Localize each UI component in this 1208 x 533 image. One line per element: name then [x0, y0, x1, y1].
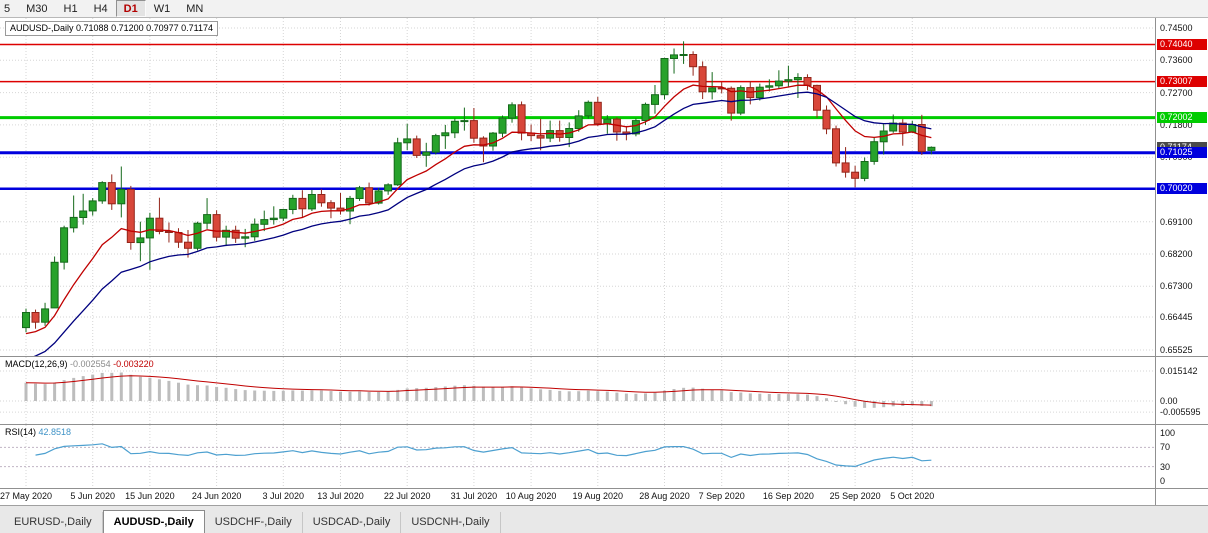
- macd-chart[interactable]: [0, 357, 1155, 424]
- level-price-badge: 0.70020: [1157, 183, 1207, 194]
- price-axis[interactable]: 0.745000.736000.727000.718000.709000.700…: [1155, 18, 1208, 356]
- price-chart-panel: AUDUSD-,Daily 0.71088 0.71200 0.70977 0.…: [0, 18, 1208, 356]
- chart-symbol-label: AUDUSD-,Daily: [10, 23, 74, 33]
- rsi-label: RSI(14) 42.8518: [5, 427, 71, 437]
- timeframe-w1[interactable]: W1: [153, 2, 171, 15]
- rsi-value: 42.8518: [38, 427, 72, 437]
- price-tick-label: 0.71800: [1160, 120, 1193, 130]
- timeframe-mn[interactable]: MN: [186, 2, 204, 15]
- timeframe-h4[interactable]: H4: [93, 2, 108, 15]
- macd-tick-label: 0.00: [1160, 396, 1178, 406]
- time-axis-label: 3 Jul 2020: [262, 491, 305, 501]
- time-axis-label: 28 Aug 2020: [639, 491, 690, 501]
- rsi-tick-label: 100: [1160, 428, 1176, 438]
- time-axis-label: 16 Sep 2020: [762, 491, 814, 501]
- price-tick-label: 0.68200: [1160, 249, 1193, 259]
- rsi-tick-label: 70: [1160, 442, 1171, 452]
- time-axis-label: 5 Oct 2020: [890, 491, 935, 501]
- time-axis[interactable]: 27 May 2020 5 Jun 2020 15 Jun 2020 24 Jun 2…: [0, 489, 1155, 505]
- time-axis-label: 10 Aug 2020: [505, 491, 557, 501]
- rsi-axis[interactable]: 100 70 30 0: [1155, 425, 1208, 488]
- candlestick-chart[interactable]: [0, 18, 1155, 356]
- tab-usdchf-daily[interactable]: USDCHF-,Daily: [205, 512, 303, 533]
- time-axis-label: 25 Sep 2020: [829, 491, 881, 501]
- timeframe-m15[interactable]: 5: [4, 2, 11, 15]
- level-price-badge: 0.74040: [1157, 39, 1207, 50]
- timeframe-h1[interactable]: H1: [63, 2, 78, 15]
- tab-usdcnh-daily[interactable]: USDCNH-,Daily: [401, 512, 501, 533]
- macd-axis[interactable]: 0.015142 0.00 -0.005595: [1155, 357, 1208, 424]
- rsi-tick-label: 0: [1160, 476, 1166, 486]
- macd-tick-label: -0.005595: [1160, 407, 1201, 417]
- price-tick-label: 0.73600: [1160, 55, 1193, 65]
- macd-signal-value: -0.003220: [113, 359, 154, 369]
- chart-ohlc-values: 0.71088 0.71200 0.70977 0.71174: [76, 23, 213, 33]
- rsi-name: RSI(14): [5, 427, 37, 437]
- price-tick-label: 0.67300: [1160, 281, 1193, 291]
- macd-main-value: -0.002554: [70, 359, 111, 369]
- level-price-badge: 0.72002: [1157, 112, 1207, 123]
- axis-corner: [1155, 489, 1208, 505]
- macd-label: MACD(12,26,9) -0.002554 -0.003220: [5, 359, 154, 369]
- chart-title: AUDUSD-,Daily 0.71088 0.71200 0.70977 0.…: [5, 21, 218, 36]
- price-tick-label: 0.65525: [1160, 345, 1193, 355]
- time-axis-label: 5 Jun 2020: [70, 491, 115, 501]
- rsi-chart[interactable]: [0, 425, 1155, 488]
- time-axis-label: 15 Jun 2020: [125, 491, 175, 501]
- macd-tick-label: 0.015142: [1160, 366, 1198, 376]
- symbol-tab-bar: EURUSD-,Daily AUDUSD-,Daily USDCHF-,Dail…: [0, 505, 1208, 533]
- tab-audusd-daily[interactable]: AUDUSD-,Daily: [102, 510, 205, 533]
- rsi-panel: RSI(14) 42.8518 100 70 30 0: [0, 424, 1208, 488]
- time-axis-label: 19 Aug 2020: [572, 491, 624, 501]
- timeframe-m30[interactable]: M30: [26, 2, 48, 15]
- macd-name: MACD(12,26,9): [5, 359, 68, 369]
- level-price-badge: 0.73007: [1157, 76, 1207, 87]
- macd-panel: MACD(12,26,9) -0.002554 -0.003220 0.0151…: [0, 356, 1208, 424]
- time-axis-label: 27 May 2020: [0, 491, 53, 501]
- time-axis-label: 7 Sep 2020: [698, 491, 745, 501]
- timeframe-d1[interactable]: D1: [115, 0, 146, 17]
- time-axis-label: 13 Jul 2020: [317, 491, 364, 501]
- level-price-badge: 0.71025: [1157, 147, 1207, 158]
- timeframe-toolbar: 5 M30 H1 H4 D1 W1 MN: [0, 0, 1208, 18]
- price-tick-label: 0.69100: [1160, 217, 1193, 227]
- tab-eurusd-daily[interactable]: EURUSD-,Daily: [4, 512, 103, 533]
- price-tick-label: 0.72700: [1160, 88, 1193, 98]
- time-axis-label: 24 Jun 2020: [191, 491, 242, 501]
- tab-usdcad-daily[interactable]: USDCAD-,Daily: [303, 512, 402, 533]
- time-axis-label: 31 Jul 2020: [450, 491, 498, 501]
- rsi-tick-label: 30: [1160, 462, 1171, 472]
- price-tick-label: 0.66445: [1160, 312, 1193, 322]
- price-tick-label: 0.74500: [1160, 23, 1193, 33]
- time-axis-label: 22 Jul 2020: [383, 491, 431, 501]
- time-axis-row: 27 May 2020 5 Jun 2020 15 Jun 2020 24 Jun 2…: [0, 488, 1208, 505]
